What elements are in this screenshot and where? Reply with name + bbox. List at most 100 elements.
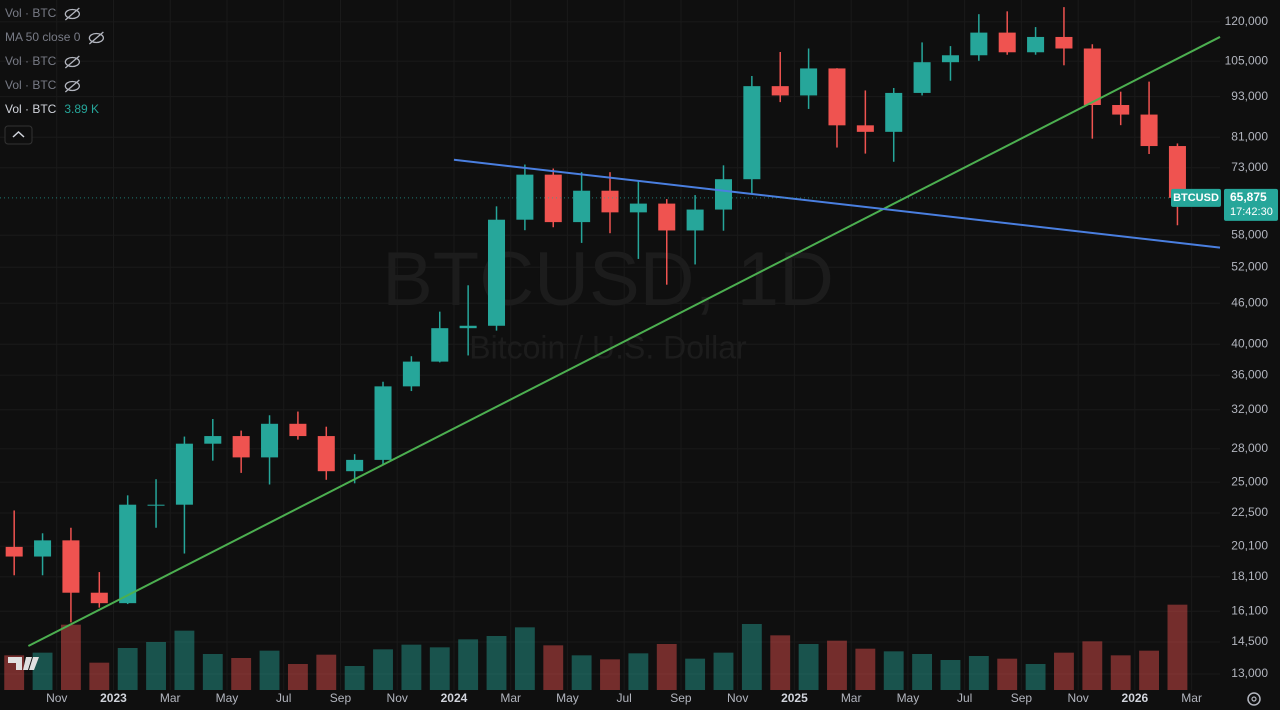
candle-body [346, 459, 364, 472]
x-tick-label: Mar [1181, 691, 1202, 705]
volume-bar [429, 647, 450, 690]
volume-bar [486, 636, 507, 690]
volume-bar [798, 644, 819, 690]
y-tick-label: 20,100 [1231, 538, 1268, 552]
volume-bar [571, 655, 592, 690]
volume-bar [316, 654, 337, 690]
candle-body [119, 504, 137, 604]
candle-body [5, 546, 23, 557]
candle-body [686, 209, 704, 231]
y-tick-label: 25,000 [1231, 474, 1268, 488]
candle-body [998, 32, 1016, 53]
visibility-icon[interactable] [88, 32, 105, 44]
trendlines [27, 36, 1221, 647]
indicator-name[interactable]: MA 50 close 0 [5, 30, 81, 44]
candle-body [714, 179, 732, 210]
y-tick-label: 36,000 [1231, 367, 1268, 381]
indicator-name[interactable]: Vol · BTC [5, 78, 57, 92]
volume-bar [940, 660, 961, 690]
y-tick-label: 120,000 [1225, 14, 1269, 28]
candle-body [1112, 105, 1130, 115]
y-tick-label: 73,000 [1231, 160, 1268, 174]
y-tick-label: 52,000 [1231, 259, 1268, 273]
x-tick-label: Nov [727, 691, 748, 705]
candle-body [856, 125, 874, 132]
collapse-arrow [12, 130, 25, 138]
indicator-name[interactable]: Vol · BTC [5, 102, 57, 116]
x-tick-label: May [556, 691, 579, 705]
volume-bar [741, 624, 762, 690]
candles [5, 7, 1186, 623]
volume-pane [4, 604, 1188, 690]
candle-body [885, 92, 903, 132]
candle-body [402, 361, 420, 387]
candle-body [658, 203, 676, 231]
y-tick-label: 105,000 [1225, 53, 1269, 67]
price-countdown: 17:42:30 [1230, 206, 1273, 218]
candle-body [1083, 48, 1101, 106]
grid [0, 0, 1220, 690]
volume-bar [1167, 604, 1188, 690]
volume-bar [827, 640, 847, 690]
volume-bar [770, 635, 791, 690]
visibility-icon[interactable] [64, 8, 81, 20]
candle-body [913, 62, 931, 93]
candle-body [1168, 146, 1186, 198]
visibility-icon[interactable] [64, 80, 81, 92]
watermark-title: BTCUSD, 1D [382, 237, 834, 322]
volume-bar [61, 624, 81, 690]
x-tick-label: Sep [670, 691, 692, 705]
y-tick-label: 28,000 [1231, 441, 1268, 455]
volume-bar [287, 664, 308, 690]
x-tick-label: 2023 [100, 691, 127, 705]
volume-bar [855, 648, 876, 690]
symbol-label: BTCUSD [1173, 192, 1219, 204]
volume-bar [259, 650, 280, 690]
price-value: 65,875 [1230, 190, 1267, 204]
x-tick-label: Sep [330, 691, 352, 705]
y-tick-label: 14,500 [1231, 634, 1268, 648]
trendline [453, 158, 1221, 249]
y-tick-label: 32,000 [1231, 402, 1268, 416]
indicator-name[interactable]: Vol · BTC [5, 54, 57, 68]
settings-button[interactable] [1247, 692, 1261, 706]
collapse-button[interactable] [4, 125, 33, 145]
x-tick-label: Mar [160, 691, 181, 705]
volume-bar [1054, 652, 1074, 690]
x-tick-label: Jul [617, 691, 632, 705]
volume-bar [117, 648, 138, 690]
visibility-icon-slash [64, 79, 80, 93]
tv-logo [8, 657, 39, 670]
candle-body [1027, 36, 1045, 53]
visibility-icon-slash [88, 31, 104, 45]
trendline [27, 36, 1221, 647]
volume-bar [883, 651, 904, 690]
y-tick-label: 13,000 [1231, 666, 1268, 680]
y-tick-label: 40,000 [1231, 336, 1268, 350]
candle-body [629, 203, 647, 213]
visibility-icon[interactable] [64, 56, 81, 68]
y-tick-label: 18,100 [1231, 569, 1268, 583]
x-tick-label: Mar [500, 691, 521, 705]
volume-bar [458, 639, 479, 690]
volume-bar [373, 649, 393, 690]
candle-body [544, 174, 562, 223]
volume-bar [401, 644, 422, 690]
volume-bar [912, 654, 933, 690]
candle-body [800, 68, 818, 96]
y-tick-label: 22,500 [1231, 505, 1268, 519]
candle-body [147, 504, 165, 506]
candle-body [374, 386, 392, 460]
indicator-name[interactable]: Vol · BTC [5, 6, 57, 20]
candle-body [175, 443, 193, 505]
candle-body [232, 436, 250, 458]
indicator-legend: Vol · BTC MA 50 close 0 Vol · BTC Vol · BTC… [4, 6, 105, 145]
indicator-value: 3.89 K [64, 102, 99, 116]
volume-bar [89, 662, 110, 690]
volume-bar [231, 658, 252, 690]
y-tick-label: 16,100 [1231, 603, 1268, 617]
y-tick-label: 81,000 [1231, 129, 1268, 143]
candle-body [204, 436, 222, 444]
x-tick-label: May [897, 691, 920, 705]
